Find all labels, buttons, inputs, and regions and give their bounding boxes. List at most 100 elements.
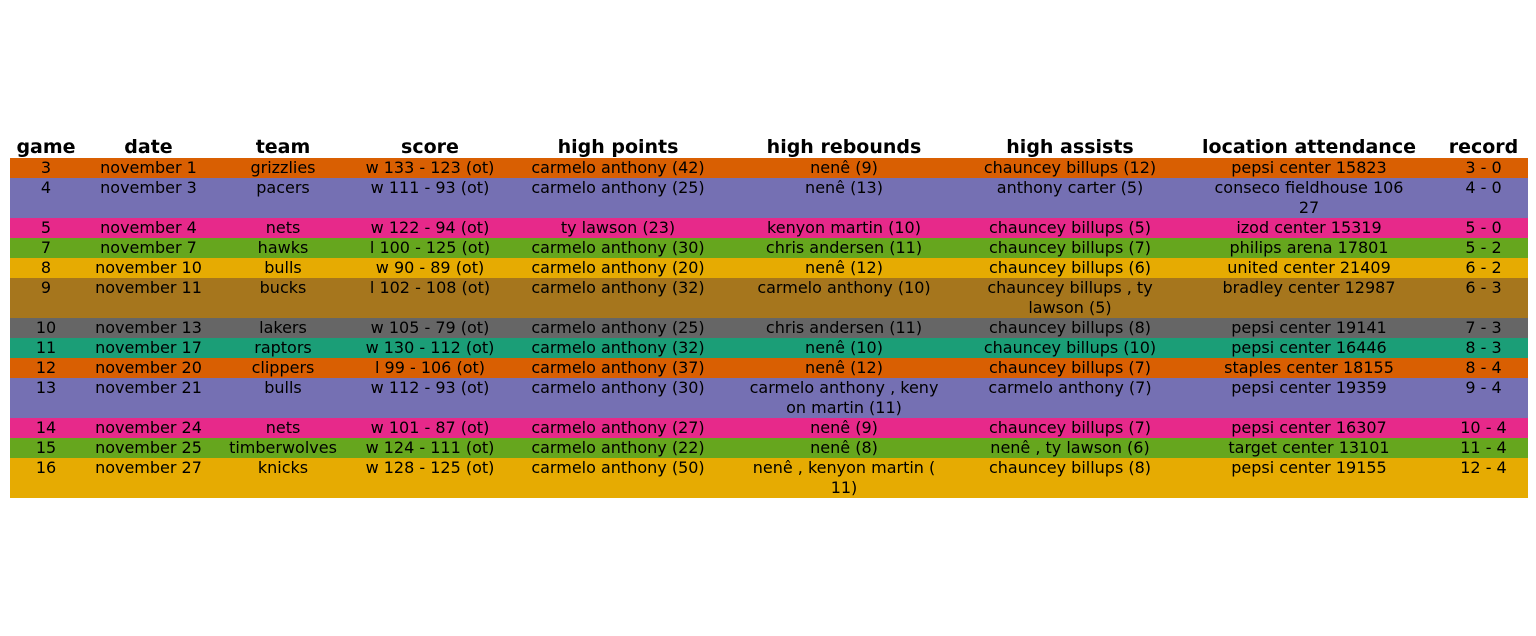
- table-cell: carmelo anthony (50): [531, 458, 705, 477]
- table-cell: l 99 - 106 (ot): [374, 358, 485, 377]
- table-cell: w 111 - 93 (ot): [370, 178, 490, 197]
- table-cell: 4: [40, 178, 52, 197]
- table-cell: 3: [40, 158, 52, 177]
- table-cell: 7 - 3: [1465, 318, 1502, 337]
- table-cell: carmelo anthony , keny on martin (11): [749, 378, 939, 417]
- table-cell: 8 - 3: [1465, 338, 1502, 357]
- column-header: location attendance: [1202, 136, 1416, 158]
- table-row: 14 november 24 nets w 101 - 87 (ot) carmelo …: [10, 418, 1528, 438]
- column-header: high points: [557, 136, 679, 158]
- table-cell: pepsi center 19155: [1231, 458, 1387, 477]
- table-cell: carmelo anthony (25): [531, 178, 705, 197]
- table-cell: nenê (8): [810, 438, 878, 457]
- table-cell: nenê (10): [805, 338, 883, 357]
- table-cell: bucks: [259, 278, 307, 297]
- table-cell: 10 - 4: [1460, 418, 1507, 437]
- table-cell: philips arena 17801: [1229, 238, 1389, 257]
- table-cell: chauncey billups (7): [988, 358, 1152, 377]
- table-cell: 11: [35, 338, 57, 357]
- table-cell: carmelo anthony (32): [531, 338, 705, 357]
- table-cell: chauncey billups , ty lawson (5): [987, 278, 1153, 317]
- table-row: 11 november 17 raptors w 130 - 112 (ot) carm…: [10, 338, 1528, 358]
- table-cell: timberwolves: [229, 438, 337, 457]
- table-cell: nenê (12): [805, 258, 883, 277]
- table-cell: nenê , kenyon martin (11): [752, 458, 936, 497]
- table-cell: november 7: [100, 238, 197, 257]
- table-cell: clippers: [251, 358, 315, 377]
- table-cell: carmelo anthony (37): [531, 358, 705, 377]
- table-cell: staples center 18155: [1224, 358, 1394, 377]
- column-header: team: [255, 136, 311, 158]
- table-row: 15 november 25 timberwolves w 124 - 111 (ot…: [10, 438, 1528, 458]
- column-header: high assists: [1006, 136, 1134, 158]
- table-cell: 5 - 0: [1465, 218, 1502, 237]
- table-cell: nets: [265, 218, 301, 237]
- table-cell: 10: [35, 318, 57, 337]
- table-cell: carmelo anthony (20): [531, 258, 705, 277]
- table-cell: 4 - 0: [1465, 178, 1502, 197]
- table-cell: lakers: [259, 318, 307, 337]
- table-cell: kenyon martin (10): [767, 218, 921, 237]
- table-cell: chauncey billups (6): [988, 258, 1152, 277]
- table-cell: w 122 - 94 (ot): [370, 218, 490, 237]
- table-cell: november 1: [100, 158, 197, 177]
- table-cell: carmelo anthony (22): [531, 438, 705, 457]
- table-cell: carmelo anthony (30): [531, 238, 705, 257]
- table-cell: carmelo anthony (25): [531, 318, 705, 337]
- table-cell: chris andersen (11): [765, 238, 923, 257]
- table-cell: carmelo anthony (27): [531, 418, 705, 437]
- table-cell: conseco fieldhouse 106 27: [1214, 178, 1404, 217]
- table-cell: pacers: [256, 178, 310, 197]
- table-cell: carmelo anthony (32): [531, 278, 705, 297]
- table-cell: ty lawson (23): [560, 218, 676, 237]
- table-cell: raptors: [254, 338, 312, 357]
- table-cell: 5 - 2: [1465, 238, 1502, 257]
- column-header: score: [401, 136, 459, 158]
- table-cell: 11 - 4: [1460, 438, 1507, 457]
- table-cell: bulls: [264, 378, 302, 397]
- table-cell: 3 - 0: [1465, 158, 1502, 177]
- table-row: 10 november 13 lakers w 105 - 79 (ot) carmel…: [10, 318, 1528, 338]
- table-cell: w 90 - 89 (ot): [375, 258, 485, 277]
- column-header: game: [16, 136, 76, 158]
- table-cell: knicks: [257, 458, 309, 477]
- table-cell: november 13: [95, 318, 202, 337]
- table-cell: carmelo anthony (10): [757, 278, 931, 297]
- table-cell: november 10: [95, 258, 202, 277]
- table-cell: nenê (9): [810, 158, 878, 177]
- column-header: date: [124, 136, 173, 158]
- table-cell: hawks: [257, 238, 309, 257]
- table-row: 3 november 1 grizzlies w 133 - 123 (ot) carm…: [10, 158, 1528, 178]
- table-cell: chauncey billups (5): [988, 218, 1152, 237]
- table-row: 7 november 7 hawks l 100 - 125 (ot) carmelo …: [10, 238, 1528, 258]
- table-cell: november 20: [95, 358, 202, 377]
- table-cell: w 133 - 123 (ot): [365, 158, 495, 177]
- table-cell: 9: [40, 278, 52, 297]
- table-cell: 8 - 4: [1465, 358, 1502, 377]
- table-cell: november 17: [95, 338, 202, 357]
- table-cell: l 100 - 125 (ot): [369, 238, 491, 257]
- table-cell: chauncey billups (8): [988, 458, 1152, 477]
- table-cell: w 101 - 87 (ot): [370, 418, 490, 437]
- table-cell: united center 21409: [1227, 258, 1391, 277]
- table-cell: nenê (9): [810, 418, 878, 437]
- table-cell: 9 - 4: [1465, 378, 1502, 397]
- table-cell: chauncey billups (10): [983, 338, 1157, 357]
- table-cell: pepsi center 19141: [1231, 318, 1387, 337]
- table-cell: nenê (12): [805, 358, 883, 377]
- table-cell: izod center 15319: [1236, 218, 1382, 237]
- table-cell: chauncey billups (7): [988, 238, 1152, 257]
- data-table: game date team score high points high rebound…: [10, 136, 1528, 498]
- table-cell: 13: [35, 378, 57, 397]
- table-cell: w 112 - 93 (ot): [370, 378, 490, 397]
- table-cell: bulls: [264, 258, 302, 277]
- table-cell: november 3: [100, 178, 197, 197]
- table-cell: carmelo anthony (7): [988, 378, 1152, 397]
- table-cell: pepsi center 16446: [1231, 338, 1387, 357]
- table-cell: november 27: [95, 458, 202, 477]
- table-cell: bradley center 12987: [1222, 278, 1396, 297]
- table-cell: pepsi center 16307: [1231, 418, 1387, 437]
- table-cell: 6 - 2: [1465, 258, 1502, 277]
- table-row: 13 november 21 bulls w 112 - 93 (ot) carmelo…: [10, 378, 1528, 418]
- table-cell: anthony carter (5): [996, 178, 1144, 197]
